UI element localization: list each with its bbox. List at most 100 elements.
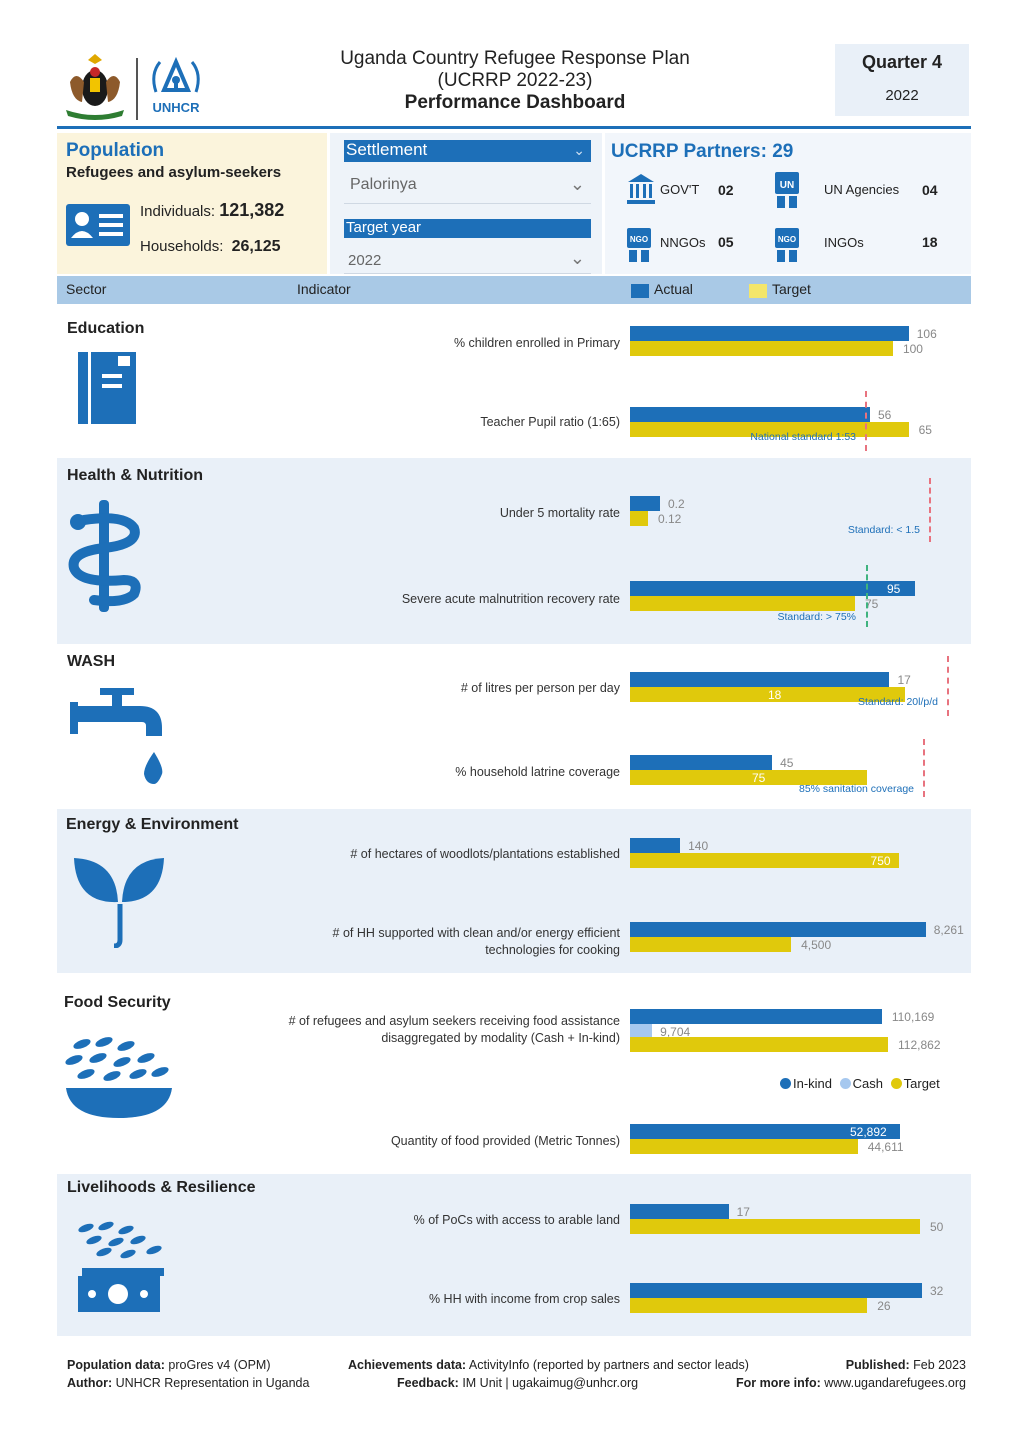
- partners-panel: [605, 133, 971, 274]
- svg-text:NGO: NGO: [778, 235, 796, 244]
- pop-data-value: proGres v4 (OPM): [168, 1358, 271, 1372]
- ngo-badge-icon: NGO: [626, 228, 652, 264]
- energy-band: [57, 809, 971, 973]
- svg-text:UN: UN: [780, 180, 794, 191]
- target-bar: [630, 770, 867, 785]
- target-bar: [630, 687, 905, 702]
- more-info-link[interactable]: www.ugandarefugees.org: [824, 1376, 966, 1390]
- money-grain-icon: [74, 1220, 166, 1314]
- cash-bar: [630, 1024, 653, 1039]
- population-title: Population: [66, 140, 165, 161]
- id-card-icon: [66, 204, 130, 246]
- uganda-coat-of-arms-logo: [62, 52, 128, 120]
- standard-label: 85% sanitation coverage: [799, 783, 914, 795]
- seedling-icon: [72, 856, 166, 948]
- standard-label: Standard: 20l/p/d: [858, 696, 938, 708]
- legend-cash: Cash: [852, 1076, 884, 1091]
- data-label: 52,892: [850, 1125, 887, 1139]
- sector-title-livelihoods: Livelihoods & Resilience: [67, 1179, 256, 1196]
- data-label: 45: [780, 756, 794, 770]
- data-label: 112,862: [898, 1038, 941, 1052]
- actual-bar: [630, 672, 890, 687]
- settlement-filter-label: Settlement ⌄: [344, 140, 591, 162]
- column-header-bar: Sector Indicator Actual Target: [57, 276, 971, 304]
- feedback-link[interactable]: IM Unit | ugakaimug@unhcr.org: [462, 1376, 639, 1390]
- indicator-label: # of litres per person per day: [460, 681, 620, 695]
- target-bar: [630, 1139, 858, 1154]
- partner-ingo-value: 18: [922, 234, 938, 250]
- notebook-icon: [78, 352, 136, 424]
- author-value: UNHCR Representation in Uganda: [115, 1376, 310, 1390]
- target-year-filter-label: Target year: [344, 219, 591, 238]
- partner-nngo-label: NNGOs: [660, 235, 706, 250]
- data-label: 75: [752, 771, 766, 785]
- achievements-value: ActivityInfo (reported by partners and s…: [468, 1358, 749, 1372]
- sector-title-energy: Energy & Environment: [66, 816, 239, 833]
- target-year-value: 2022: [348, 252, 382, 269]
- target-bar: [630, 422, 909, 437]
- target-year-dropdown[interactable]: 2022 ⌄: [344, 248, 591, 274]
- medical-snake-icon: [64, 500, 144, 612]
- data-label: 65: [918, 423, 932, 437]
- actual-bar: [630, 755, 773, 770]
- legend-target: Target: [903, 1076, 940, 1091]
- footer-left: Population data: proGres v4 (OPM) Author…: [67, 1356, 309, 1392]
- target-dot: [890, 1078, 902, 1089]
- col-sector: Sector: [66, 281, 107, 297]
- ngo-badge-icon: NGO: [774, 228, 800, 264]
- households-value: 26,125: [231, 238, 281, 255]
- data-label: 17: [897, 673, 911, 687]
- more-info-label: For more info:: [736, 1376, 821, 1390]
- author-label: Author:: [67, 1376, 113, 1390]
- sector-title-health: Health & Nutrition: [67, 467, 203, 484]
- col-indicator: Indicator: [297, 281, 351, 297]
- individuals-label: Individuals:: [140, 203, 216, 220]
- legend-target-label: Target: [772, 281, 811, 297]
- data-label: 44,611: [867, 1140, 904, 1154]
- food-modality-legend: In-kind Cash Target: [780, 1076, 940, 1091]
- unhcr-logo-text: UNHCR: [152, 100, 200, 115]
- data-label: 106: [916, 327, 937, 341]
- data-label: 100: [902, 342, 923, 356]
- indicator-label: Under 5 mortality rate: [499, 506, 620, 520]
- quarter-box: Quarter 4 2022: [835, 44, 969, 116]
- footer-right: Published: Feb 2023 For more info: www.u…: [736, 1356, 966, 1392]
- actual-bar: [630, 326, 909, 341]
- standard-line: [923, 739, 925, 797]
- partner-govt-value: 02: [718, 182, 734, 198]
- unhcr-logo: UNHCR: [146, 52, 206, 122]
- households-stat: Households: 26,125: [140, 238, 281, 256]
- sector-title-education: Education: [67, 320, 145, 337]
- individuals-value: 121,382: [219, 200, 285, 220]
- pop-data-label: Population data:: [67, 1358, 165, 1372]
- health-band: [57, 458, 971, 644]
- chevron-down-icon: ⌄: [569, 174, 585, 194]
- inkind-bar: [630, 1009, 882, 1024]
- title-line-1: Uganda Country Refugee Response Plan: [340, 48, 690, 69]
- indicator-label: # of HH supported with clean and/or ener…: [332, 926, 620, 957]
- grain-bowl-icon: [64, 1036, 174, 1120]
- partner-ingo-label: INGOs: [824, 235, 864, 250]
- indicator-label: % children enrolled in Primary: [453, 336, 620, 350]
- achievements-label: Achievements data:: [348, 1358, 467, 1372]
- published-value: Feb 2023: [913, 1358, 966, 1372]
- indicator-label: Teacher Pupil ratio (1:65): [480, 415, 620, 429]
- livelihoods-band: [57, 1174, 971, 1336]
- standard-line: [947, 656, 949, 716]
- data-label: 18: [768, 688, 782, 702]
- target-bar: [630, 341, 893, 356]
- legend-actual-swatch: [631, 284, 649, 298]
- population-panel: [57, 133, 327, 274]
- water-tap-icon: [70, 688, 168, 784]
- indicator-label: # of refugees and asylum seekers receivi…: [288, 1014, 620, 1045]
- partner-un-label: UN Agencies: [824, 182, 900, 197]
- settlement-dropdown[interactable]: Palorinya ⌄: [344, 174, 591, 204]
- legend-actual-label: Actual: [654, 281, 693, 297]
- footer-middle: Achievements data: ActivityInfo (reporte…: [348, 1356, 749, 1392]
- standard-line: [865, 391, 867, 451]
- published-label: Published:: [845, 1358, 910, 1372]
- un-badge-icon: UN: [774, 172, 800, 210]
- partner-un-value: 04: [922, 182, 938, 198]
- settlement-value: Palorinya: [350, 176, 417, 193]
- logo-divider: [136, 58, 138, 120]
